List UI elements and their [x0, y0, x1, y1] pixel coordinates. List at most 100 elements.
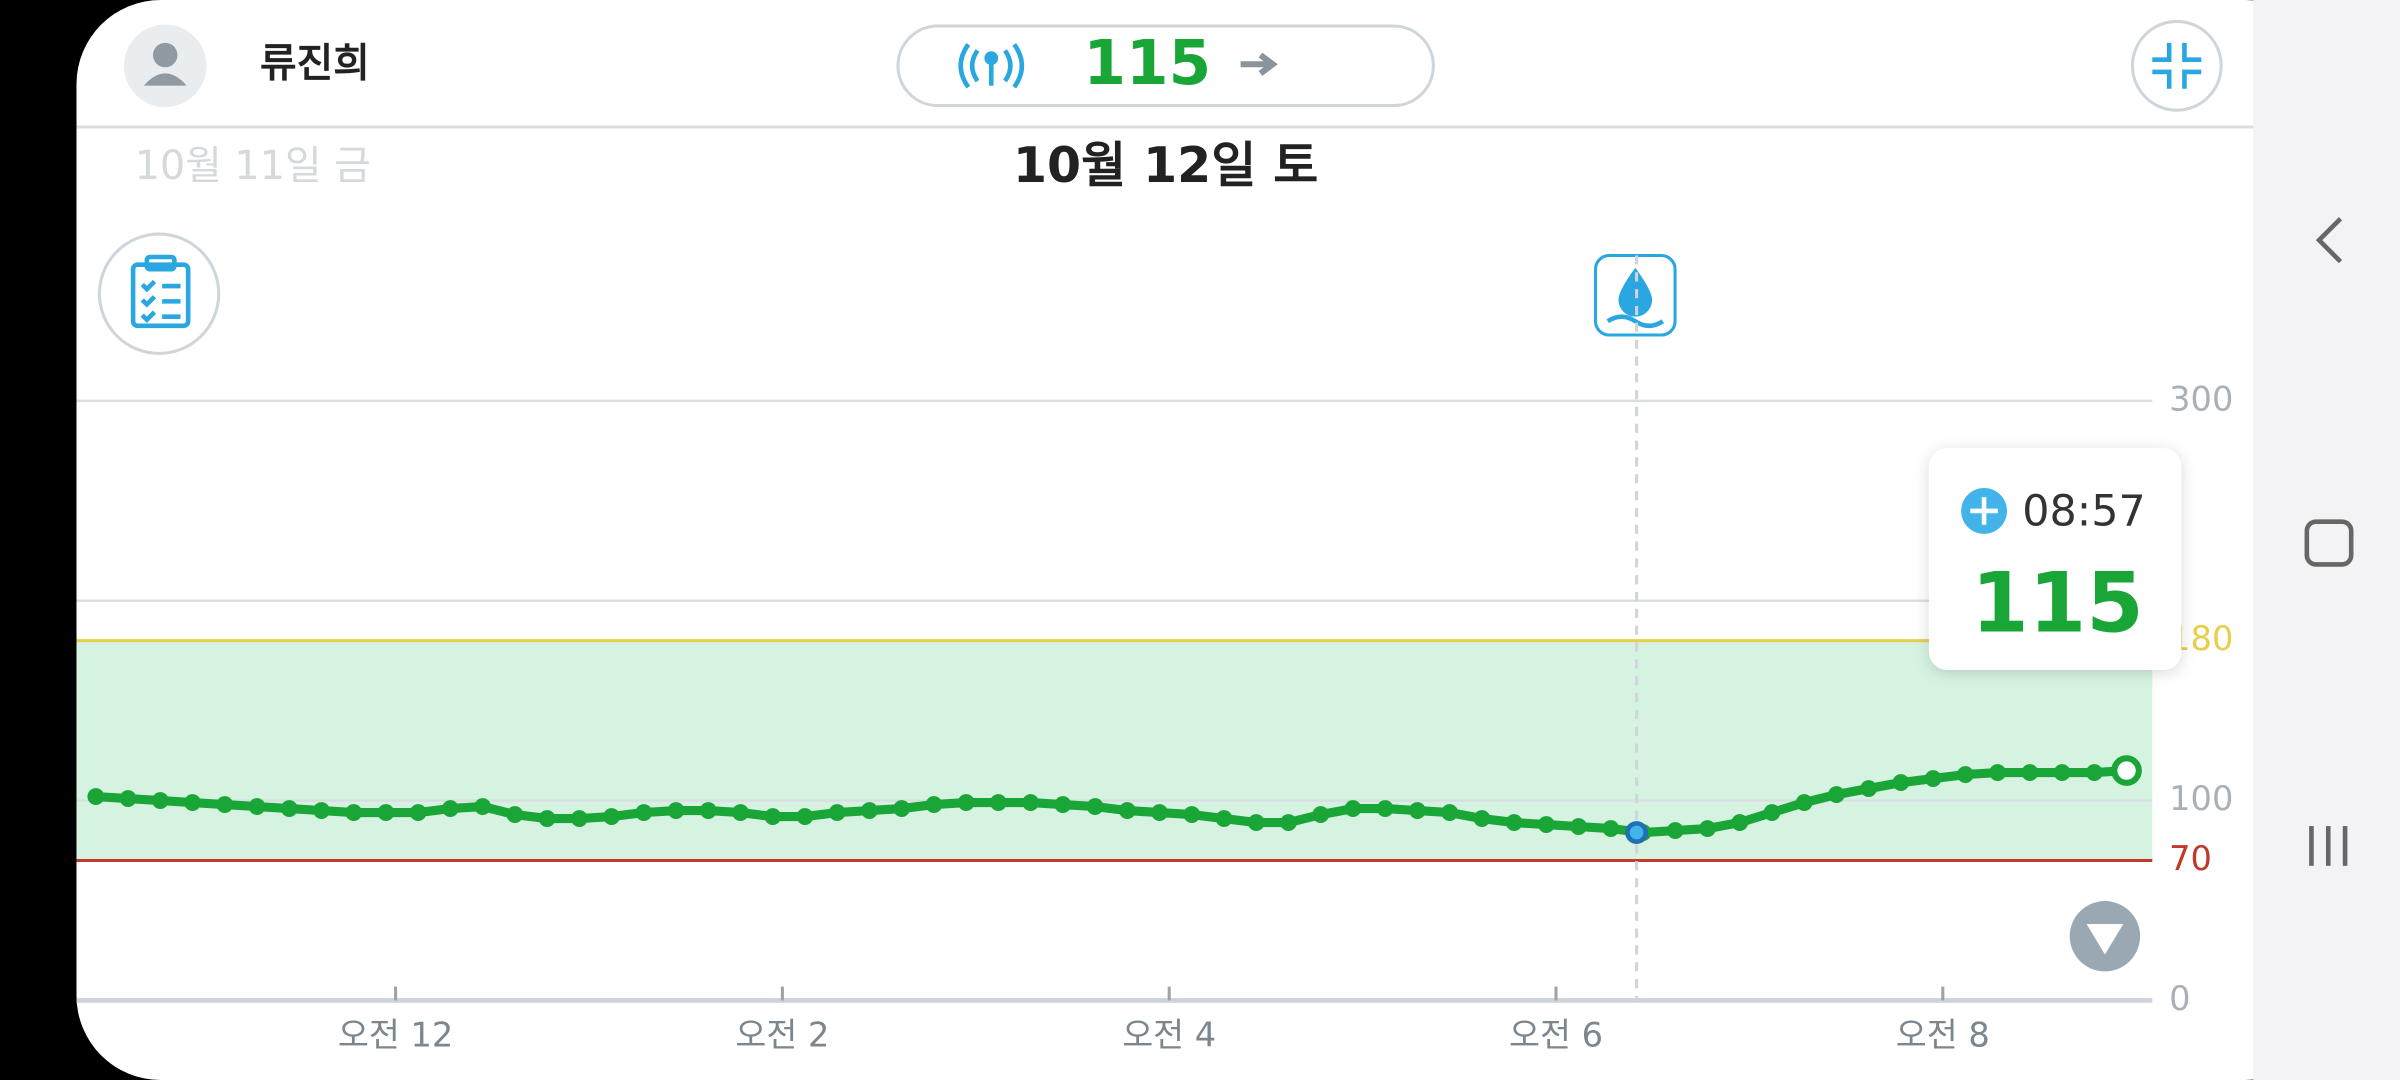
- avatar-icon: [152, 42, 178, 68]
- reading-dot: [1376, 800, 1394, 817]
- nav-bar: [2253, 0, 2400, 1080]
- reading-dot: [732, 804, 749, 821]
- trend-arrow: [1240, 52, 1278, 76]
- reading-dot: [1183, 806, 1201, 823]
- y-tick-label: 70: [2169, 839, 2212, 878]
- reading-dot: [1312, 806, 1330, 823]
- x-tick-label: 오전 2: [735, 1016, 829, 1055]
- reading-dot: [893, 800, 911, 817]
- reading-dot: [313, 802, 330, 819]
- event-marker: [1625, 821, 1649, 845]
- reading-dot: [1022, 794, 1040, 811]
- reading-dot: [1699, 820, 1716, 837]
- back-button[interactable]: [2315, 217, 2343, 264]
- latest-reading: [2111, 755, 2142, 786]
- reading-dot: [1731, 814, 1749, 831]
- reading-dot: [635, 804, 653, 821]
- reading-dot: [1924, 770, 1942, 787]
- x-tick-label: 오전 12: [338, 1016, 453, 1055]
- reading-dot: [538, 810, 556, 827]
- reading-dot: [2085, 764, 2103, 781]
- reading-dot: [119, 790, 137, 807]
- reading-dot: [2021, 764, 2039, 781]
- reading-dot: [1280, 814, 1297, 831]
- reading-dot: [1215, 810, 1233, 827]
- collapse-button[interactable]: [2130, 19, 2223, 112]
- reading-dot: [216, 796, 234, 813]
- tooltip-value: 115: [1971, 555, 2143, 651]
- y-tick-label: 300: [2169, 379, 2233, 418]
- reading-dot: [1118, 802, 1136, 819]
- reading-dot: [1666, 822, 1684, 839]
- target-band: [76, 640, 2153, 861]
- reading-dot: [1537, 816, 1555, 833]
- reading-dot: [1602, 820, 1620, 837]
- reading-dot: [1086, 798, 1104, 815]
- reading-dot: [2053, 764, 2071, 781]
- x-tick-label: 오전 4: [1122, 1016, 1216, 1055]
- reading-dot: [474, 798, 492, 815]
- reading-dot: [1795, 794, 1813, 811]
- reading-dot: [1828, 786, 1845, 803]
- reading-dot: [409, 804, 427, 821]
- log-button[interactable]: [97, 232, 221, 355]
- collapse-icon: [2152, 42, 2202, 89]
- reading-dot: [87, 788, 105, 805]
- current-glucose: 115: [1083, 28, 1211, 99]
- reading-dot: [184, 794, 201, 811]
- reading-dot: [861, 802, 878, 819]
- reading-dot: [1892, 774, 1910, 791]
- previous-date[interactable]: 10월 11일 금: [135, 143, 371, 189]
- reading-dot: [925, 796, 943, 813]
- reading-dot: [989, 794, 1007, 811]
- reading-dot: [1956, 766, 1974, 783]
- reading-dot: [828, 804, 846, 821]
- reading-dot: [1344, 800, 1362, 817]
- glucose-line: [95, 766, 2127, 838]
- reading-dot: [603, 808, 620, 825]
- reading-dot: [1247, 814, 1265, 831]
- reading-dot: [1151, 804, 1168, 821]
- reading-dot: [345, 804, 363, 821]
- home-button[interactable]: [2304, 519, 2354, 567]
- reading-dot: [699, 802, 717, 819]
- reading-dot: [957, 794, 975, 811]
- reading-dot: [796, 808, 814, 825]
- reading-dot: [764, 808, 782, 825]
- reading-dot: [280, 800, 298, 817]
- y-tick-label: 0: [2169, 979, 2190, 1018]
- down-icon: [2086, 923, 2124, 955]
- user-name: 류진희: [260, 40, 370, 86]
- reading-dot: [1441, 804, 1459, 821]
- reading-dot: [506, 806, 524, 823]
- reading-dot: [1570, 818, 1587, 835]
- reading-dot: [1054, 796, 1072, 813]
- x-tick-label: 오전 8: [1896, 1016, 1990, 1055]
- reading-dot: [248, 798, 266, 815]
- reading-dot: [1408, 802, 1426, 819]
- clipboard-icon: [130, 254, 191, 329]
- reading-dot: [1989, 764, 2007, 781]
- tooltip-time: 08:57: [2022, 486, 2145, 536]
- reading-dot: [151, 792, 169, 809]
- reading-dot: [1505, 814, 1523, 831]
- wave-icon: [1606, 314, 1665, 329]
- signal-icon: [958, 43, 1025, 89]
- reading-dot: [377, 804, 395, 821]
- reading-dot: [667, 802, 685, 819]
- avatar-icon: [143, 73, 187, 86]
- reading-dot: [1473, 810, 1491, 827]
- reading-dot: [1763, 804, 1781, 821]
- recents-button[interactable]: [2309, 826, 2348, 866]
- status-pill[interactable]: [896, 24, 1435, 108]
- reading-dot: [1860, 780, 1878, 797]
- y-tick-label: 100: [2169, 779, 2233, 818]
- plus-icon: [1970, 497, 1998, 525]
- x-tick-label: 오전 6: [1509, 1016, 1603, 1055]
- reading-dot: [441, 800, 459, 817]
- reading-dot: [570, 810, 588, 827]
- current-date: 10월 12일 토: [1013, 137, 1318, 194]
